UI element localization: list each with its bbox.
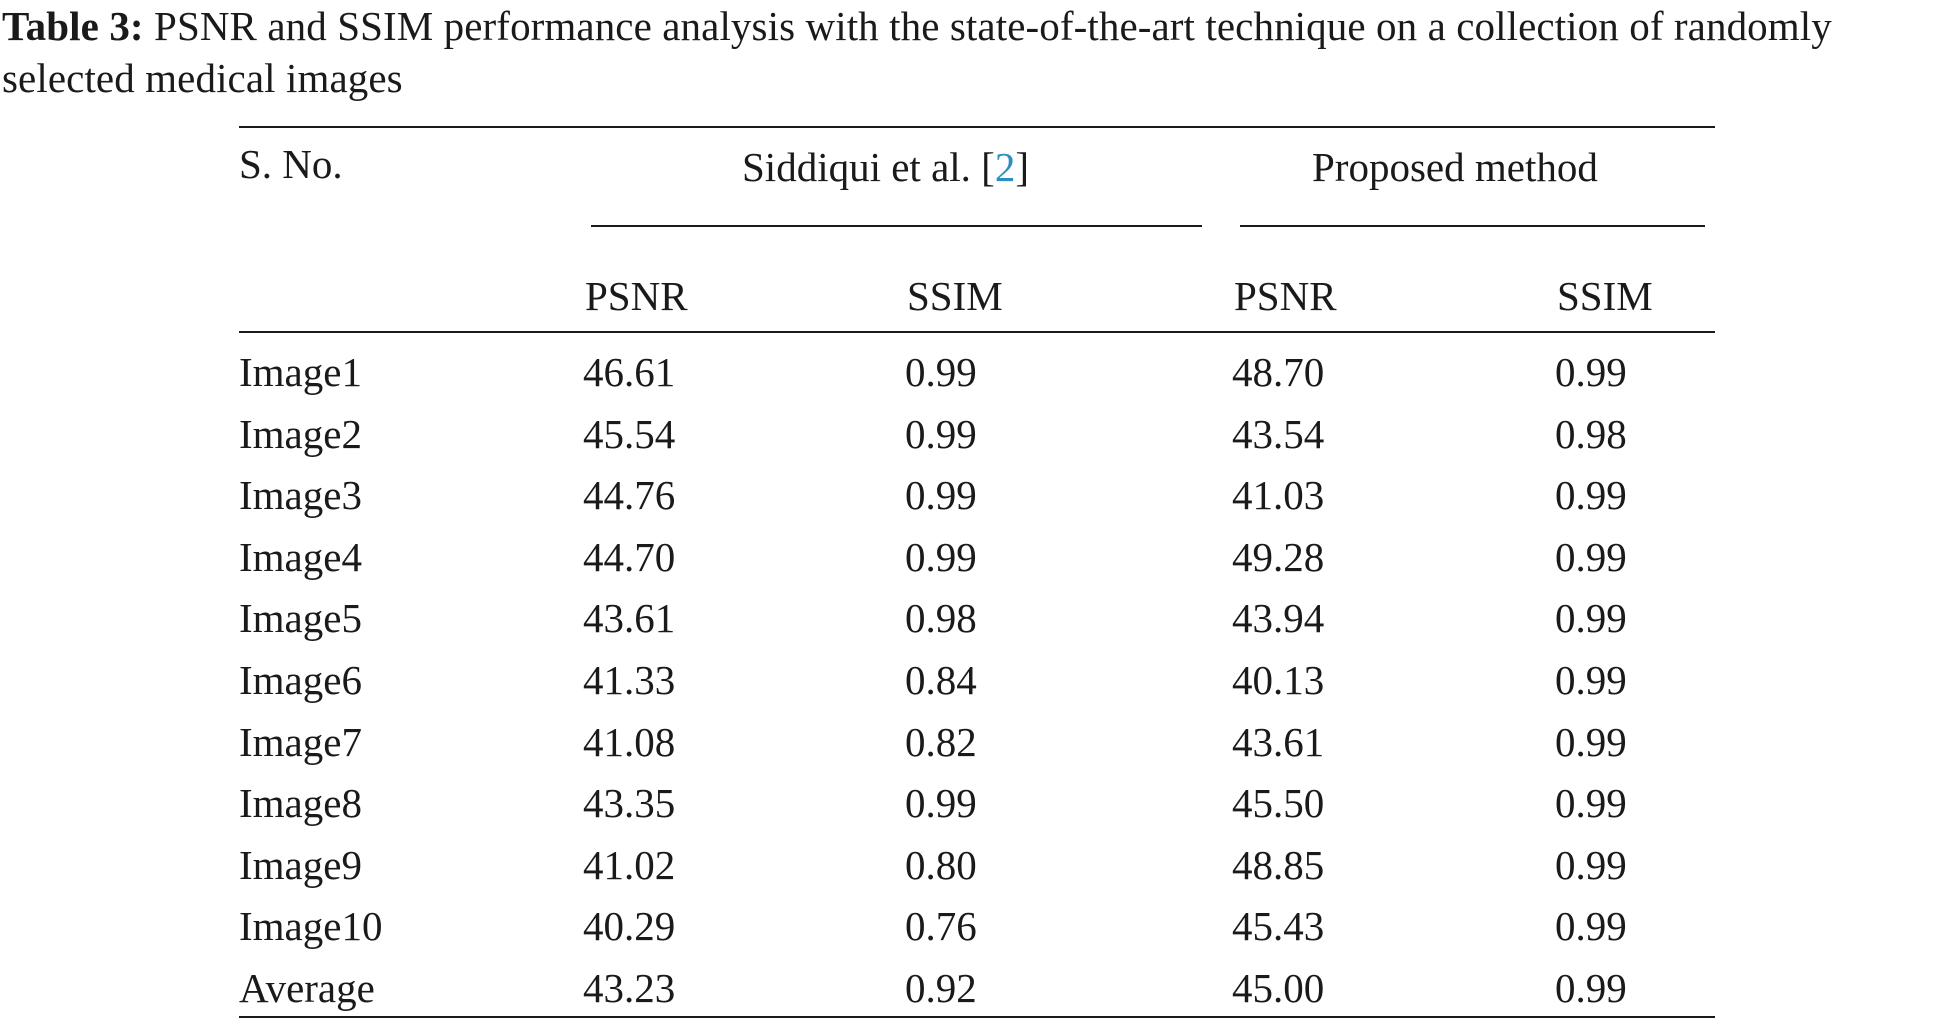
cell-image-name: Image4 <box>239 534 362 580</box>
header-group-siddiqui-close: ] <box>1015 144 1029 190</box>
cell-ssim-siddiqui: 0.99 <box>905 349 977 395</box>
cell-ssim-proposed: 0.99 <box>1555 595 1627 641</box>
cell-image-name: Image1 <box>239 349 362 395</box>
cell-ssim-siddiqui: 0.99 <box>905 780 977 826</box>
cell-image-name: Image10 <box>239 903 383 949</box>
cell-ssim-siddiqui: 0.76 <box>905 903 977 949</box>
cell-image-name: Image8 <box>239 780 362 826</box>
cell-ssim-proposed: 0.99 <box>1555 349 1627 395</box>
cell-psnr-siddiqui: 44.76 <box>583 472 676 518</box>
header-sno: S. No. <box>239 141 343 187</box>
table-label: Table 3: <box>2 3 144 49</box>
bottom-rule <box>239 1016 1715 1018</box>
header-group-siddiqui-text: Siddiqui et al. [ <box>742 144 995 190</box>
cell-ssim-proposed: 0.99 <box>1555 903 1627 949</box>
cell-ssim-proposed: 0.98 <box>1555 411 1627 457</box>
cell-psnr-proposed: 45.00 <box>1232 965 1325 1011</box>
cell-psnr-proposed: 49.28 <box>1232 534 1325 580</box>
cell-ssim-proposed: 0.99 <box>1555 965 1627 1011</box>
cell-ssim-siddiqui: 0.99 <box>905 534 977 580</box>
cell-image-name: Image7 <box>239 719 362 765</box>
cell-ssim-siddiqui: 0.99 <box>905 411 977 457</box>
cell-psnr-proposed: 48.85 <box>1232 842 1325 888</box>
header-group-siddiqui: Siddiqui et al. [2] <box>742 143 1029 191</box>
cell-ssim-siddiqui: 0.80 <box>905 842 977 888</box>
mid-rule <box>239 331 1715 333</box>
cell-image-name: Average <box>239 965 375 1011</box>
cell-psnr-siddiqui: 43.35 <box>583 780 676 826</box>
cell-ssim-siddiqui: 0.98 <box>905 595 977 641</box>
cell-psnr-proposed: 45.50 <box>1232 780 1325 826</box>
cell-psnr-proposed: 41.03 <box>1232 472 1325 518</box>
cell-ssim-siddiqui: 0.82 <box>905 719 977 765</box>
table-caption: Table 3: PSNR and SSIM performance analy… <box>2 0 1952 104</box>
cell-ssim-proposed: 0.99 <box>1555 534 1627 580</box>
cell-image-name: Image9 <box>239 842 362 888</box>
cell-ssim-siddiqui: 0.92 <box>905 965 977 1011</box>
cell-image-name: Image3 <box>239 472 362 518</box>
subheader-psnr-proposed: PSNR <box>1234 273 1337 319</box>
cell-psnr-siddiqui: 43.61 <box>583 595 676 641</box>
cell-image-name: Image5 <box>239 595 362 641</box>
cell-ssim-proposed: 0.99 <box>1555 780 1627 826</box>
cell-psnr-proposed: 48.70 <box>1232 349 1325 395</box>
group-rule-proposed <box>1240 225 1705 227</box>
cell-image-name: Image6 <box>239 657 362 703</box>
cell-psnr-proposed: 45.43 <box>1232 903 1325 949</box>
cell-ssim-proposed: 0.99 <box>1555 842 1627 888</box>
caption-text: PSNR and SSIM performance analysis with … <box>2 3 1832 101</box>
cell-psnr-siddiqui: 41.33 <box>583 657 676 703</box>
subheader-ssim-proposed: SSIM <box>1557 273 1653 319</box>
cell-psnr-proposed: 43.61 <box>1232 719 1325 765</box>
cell-psnr-proposed: 43.94 <box>1232 595 1325 641</box>
cell-ssim-proposed: 0.99 <box>1555 472 1627 518</box>
cell-ssim-proposed: 0.99 <box>1555 719 1627 765</box>
cell-psnr-siddiqui: 46.61 <box>583 349 676 395</box>
group-rule-siddiqui <box>591 225 1202 227</box>
cell-psnr-proposed: 40.13 <box>1232 657 1325 703</box>
cell-psnr-proposed: 43.54 <box>1232 411 1325 457</box>
citation-link[interactable]: 2 <box>994 144 1016 190</box>
cell-psnr-siddiqui: 43.23 <box>583 965 676 1011</box>
cell-ssim-siddiqui: 0.99 <box>905 472 977 518</box>
cell-psnr-siddiqui: 41.02 <box>583 842 676 888</box>
cell-psnr-siddiqui: 45.54 <box>583 411 676 457</box>
subheader-ssim-siddiqui: SSIM <box>907 273 1003 319</box>
cell-ssim-siddiqui: 0.84 <box>905 657 977 703</box>
top-rule <box>239 126 1715 128</box>
subheader-psnr-siddiqui: PSNR <box>585 273 688 319</box>
cell-ssim-proposed: 0.99 <box>1555 657 1627 703</box>
header-group-proposed: Proposed method <box>1312 144 1598 190</box>
cell-image-name: Image2 <box>239 411 362 457</box>
cell-psnr-siddiqui: 41.08 <box>583 719 676 765</box>
cell-psnr-siddiqui: 40.29 <box>583 903 676 949</box>
cell-psnr-siddiqui: 44.70 <box>583 534 676 580</box>
